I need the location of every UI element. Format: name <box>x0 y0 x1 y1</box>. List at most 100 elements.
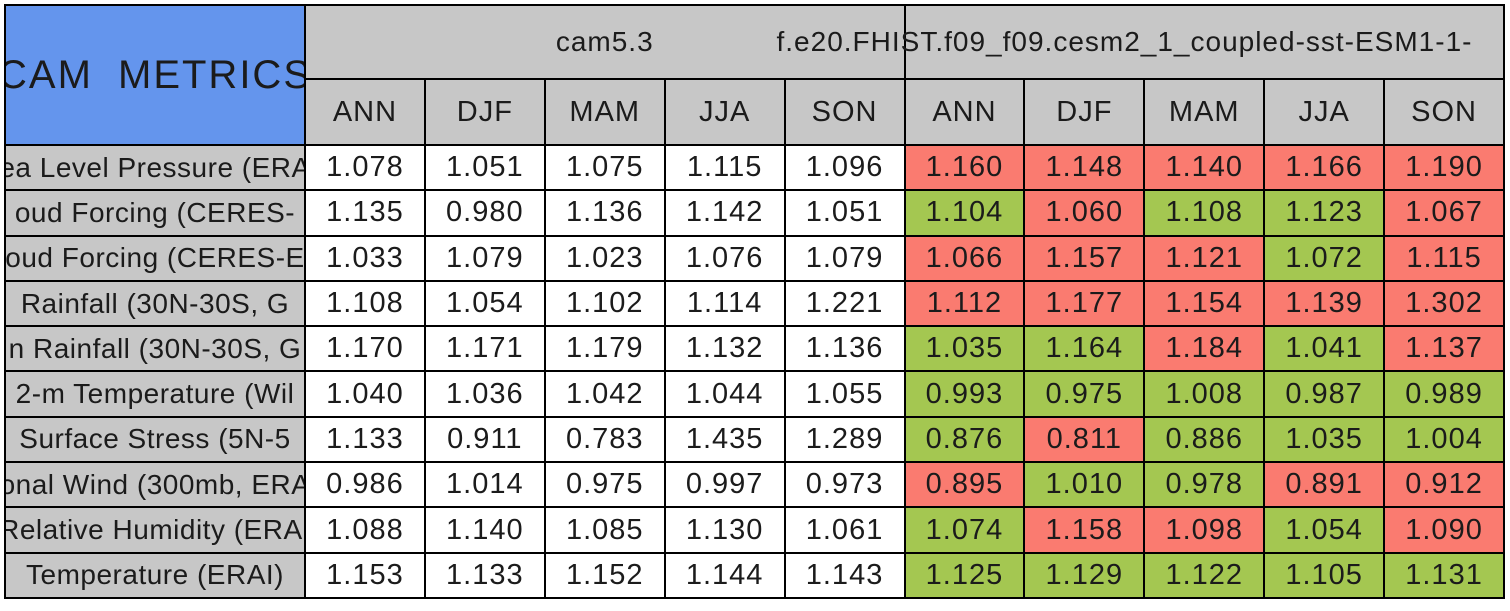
metric-value-cell: 1.075 <box>545 146 664 190</box>
metric-value-cell: 1.157 <box>1025 236 1144 280</box>
metric-value-cell: 1.067 <box>1385 191 1503 235</box>
metric-value-cell: 1.054 <box>425 281 544 326</box>
metric-value-cell: 1.435 <box>665 417 784 462</box>
row-label: oud Forcing (CERES- <box>6 191 304 235</box>
season-header-son: SON <box>785 80 904 144</box>
metric-value-cell: 1.004 <box>1385 417 1503 462</box>
row-label: onal Wind (300mb, ERA <box>6 463 304 507</box>
metric-value-cell: 1.123 <box>1265 191 1384 235</box>
metric-value-cell: 1.129 <box>1025 553 1144 597</box>
metric-value-cell: 1.153 <box>306 553 424 597</box>
metric-value-cell: 1.079 <box>425 236 544 280</box>
metric-value-cell: 0.783 <box>545 417 664 462</box>
metric-value-cell: 1.143 <box>785 553 904 597</box>
metric-value-cell: 0.975 <box>545 463 664 507</box>
metric-value-cell: 1.023 <box>545 236 664 280</box>
column-group-baseline: cam5.3 <box>306 6 904 78</box>
metric-value-cell: 1.108 <box>306 281 424 326</box>
metric-value-cell: 1.133 <box>306 417 424 462</box>
metric-value-cell: 1.184 <box>1145 327 1264 371</box>
metric-value-cell: 1.125 <box>905 553 1024 597</box>
metric-value-cell: 1.033 <box>306 236 424 280</box>
metric-value-cell: 1.108 <box>1145 191 1264 235</box>
metric-value-cell: 1.090 <box>1385 508 1503 552</box>
season-header-jja: JJA <box>665 80 784 144</box>
metric-value-cell: 1.179 <box>545 327 664 371</box>
metrics-table: CAM METRICS cam5.3 f.e20.FHIST.f09_f09.c… <box>4 4 1505 599</box>
metric-value-cell: 1.190 <box>1385 146 1503 190</box>
season-header-ann: ANN <box>905 80 1024 144</box>
metric-value-cell: 1.131 <box>1385 553 1503 597</box>
metric-value-cell: 0.973 <box>785 463 904 507</box>
metric-value-cell: 1.010 <box>1025 463 1144 507</box>
metric-value-cell: 1.132 <box>665 327 784 371</box>
row-label: 2-m Temperature (Wil <box>6 372 304 416</box>
metric-value-cell: 1.148 <box>1025 146 1144 190</box>
metric-value-cell: 0.978 <box>1145 463 1264 507</box>
metric-value-cell: 1.140 <box>425 508 544 552</box>
season-header-mam: MAM <box>545 80 664 144</box>
metric-value-cell: 0.811 <box>1025 417 1144 462</box>
metric-value-cell: 1.136 <box>785 327 904 371</box>
row-label: Relative Humidity (ERAI <box>6 508 304 552</box>
metric-value-cell: 1.152 <box>545 553 664 597</box>
metric-value-cell: 1.139 <box>1265 281 1384 326</box>
season-header-djf: DJF <box>425 80 544 144</box>
season-header-djf: DJF <box>1025 80 1144 144</box>
metric-value-cell: 1.074 <box>905 508 1024 552</box>
metric-value-cell: 1.302 <box>1385 281 1503 326</box>
metric-value-cell: 0.895 <box>905 463 1024 507</box>
metric-value-cell: 0.993 <box>905 372 1024 416</box>
season-header-ann: ANN <box>306 80 424 144</box>
case-name-label: f.e20.FHIST.f09_f09.cesm2_1_coupled-sst-… <box>776 26 1473 57</box>
metric-value-cell: 1.121 <box>1145 236 1264 280</box>
metric-value-cell: 1.115 <box>1385 236 1503 280</box>
metric-value-cell: 1.137 <box>1385 327 1503 371</box>
metric-value-cell: 1.105 <box>1265 553 1384 597</box>
metric-value-cell: 1.096 <box>785 146 904 190</box>
metric-value-cell: 1.102 <box>545 281 664 326</box>
row-label: oud Forcing (CERES-E <box>6 236 304 280</box>
metric-value-cell: 1.144 <box>665 553 784 597</box>
metric-value-cell: 1.060 <box>1025 191 1144 235</box>
metric-value-cell: 1.041 <box>1265 327 1384 371</box>
metric-value-cell: 1.289 <box>785 417 904 462</box>
metric-value-cell: 0.997 <box>665 463 784 507</box>
metric-value-cell: 0.912 <box>1385 463 1503 507</box>
row-label: n Rainfall (30N-30S, G <box>6 327 304 371</box>
metric-value-cell: 1.061 <box>785 508 904 552</box>
metric-value-cell: 1.130 <box>665 508 784 552</box>
metric-value-cell: 1.158 <box>1025 508 1144 552</box>
metric-value-cell: 1.072 <box>1265 236 1384 280</box>
metric-value-cell: 1.170 <box>306 327 424 371</box>
metric-value-cell: 1.160 <box>905 146 1024 190</box>
metric-value-cell: 1.140 <box>1145 146 1264 190</box>
season-header-son: SON <box>1385 80 1503 144</box>
metric-value-cell: 1.112 <box>905 281 1024 326</box>
metric-value-cell: 0.986 <box>306 463 424 507</box>
metric-value-cell: 0.980 <box>425 191 544 235</box>
metric-value-cell: 1.221 <box>785 281 904 326</box>
table-title: CAM METRICS <box>6 6 304 144</box>
metric-value-cell: 1.177 <box>1025 281 1144 326</box>
metric-value-cell: 1.088 <box>306 508 424 552</box>
metric-value-cell: 1.142 <box>665 191 784 235</box>
metric-value-cell: 0.891 <box>1265 463 1384 507</box>
metric-value-cell: 1.044 <box>665 372 784 416</box>
metric-value-cell: 1.104 <box>905 191 1024 235</box>
row-label: Temperature (ERAI) <box>6 553 304 597</box>
metric-value-cell: 1.166 <box>1265 146 1384 190</box>
metric-value-cell: 1.164 <box>1025 327 1144 371</box>
metric-value-cell: 0.876 <box>905 417 1024 462</box>
metric-value-cell: 1.133 <box>425 553 544 597</box>
metric-value-cell: 1.036 <box>425 372 544 416</box>
metric-value-cell: 1.076 <box>665 236 784 280</box>
metric-value-cell: 1.051 <box>785 191 904 235</box>
season-header-mam: MAM <box>1145 80 1264 144</box>
metric-value-cell: 1.122 <box>1145 553 1264 597</box>
row-label: ea Level Pressure (ERA <box>6 146 304 190</box>
row-label: Surface Stress (5N-5 <box>6 417 304 462</box>
metric-value-cell: 1.154 <box>1145 281 1264 326</box>
metric-value-cell: 1.171 <box>425 327 544 371</box>
